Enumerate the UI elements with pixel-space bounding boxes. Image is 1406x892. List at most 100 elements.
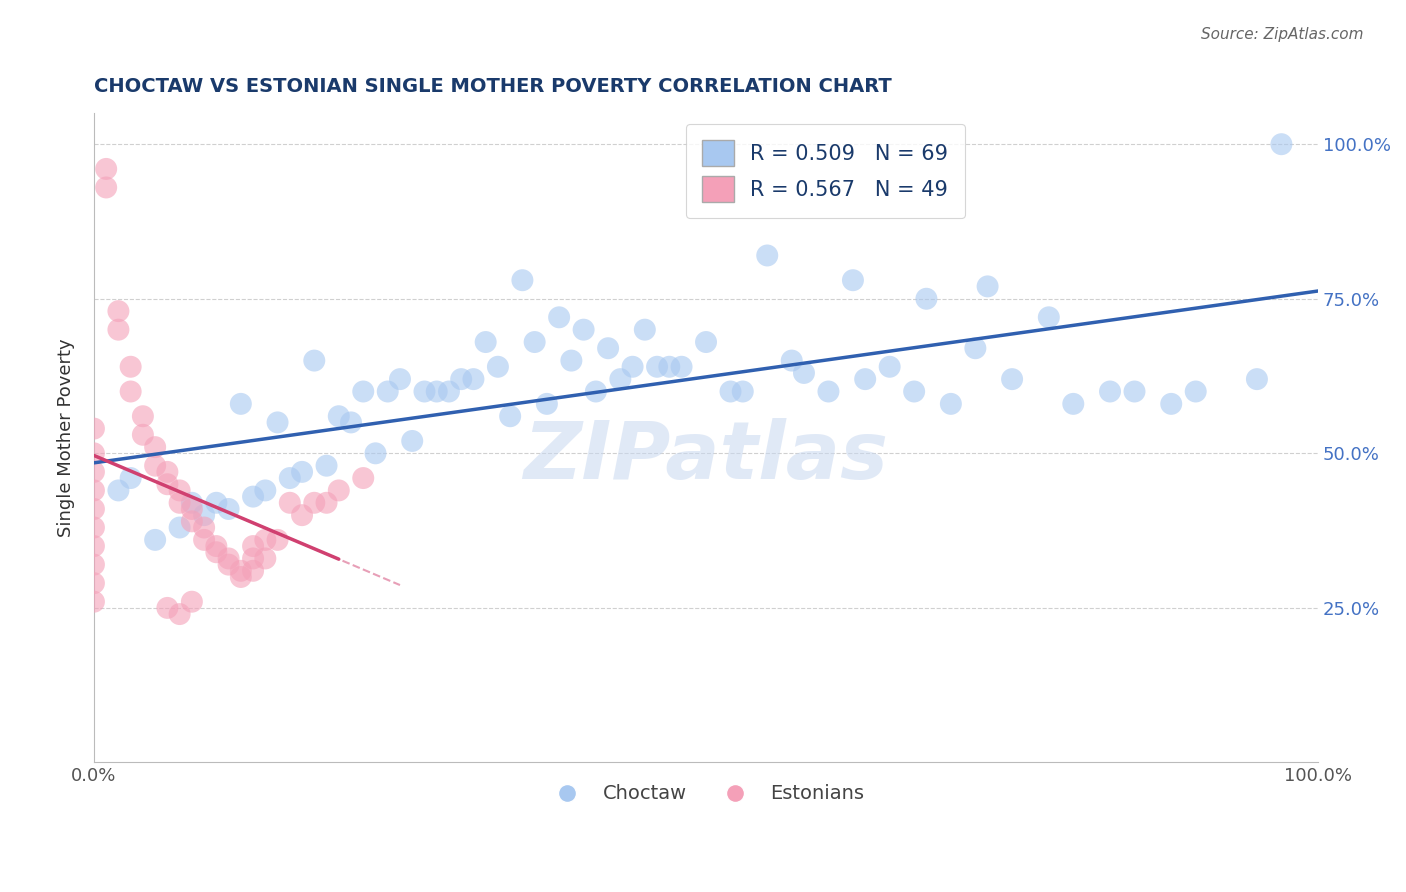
Point <box>218 551 240 566</box>
Point <box>96 161 118 176</box>
Point <box>132 409 155 424</box>
Point <box>83 465 105 479</box>
Point <box>229 397 252 411</box>
Point <box>156 465 179 479</box>
Point <box>83 502 105 516</box>
Point <box>143 533 166 547</box>
Point <box>254 483 277 498</box>
Point <box>83 446 105 460</box>
Point <box>609 372 631 386</box>
Text: ZIPatlas: ZIPatlas <box>523 418 889 496</box>
Text: Source: ZipAtlas.com: Source: ZipAtlas.com <box>1201 27 1364 42</box>
Point <box>645 359 668 374</box>
Point <box>180 502 202 516</box>
Point <box>328 483 350 498</box>
Point <box>315 458 337 473</box>
Point <box>364 446 387 460</box>
Point <box>291 465 314 479</box>
Point <box>1038 310 1060 325</box>
Point <box>1246 372 1268 386</box>
Point <box>205 496 228 510</box>
Point <box>83 520 105 534</box>
Point <box>1160 397 1182 411</box>
Point <box>229 570 252 584</box>
Point <box>205 545 228 559</box>
Point <box>572 323 595 337</box>
Point <box>107 323 129 337</box>
Point <box>793 366 815 380</box>
Point <box>304 496 326 510</box>
Point <box>474 334 496 349</box>
Point <box>1270 137 1292 152</box>
Point <box>377 384 399 399</box>
Point <box>242 539 264 553</box>
Point <box>523 334 546 349</box>
Point <box>328 409 350 424</box>
Point <box>695 334 717 349</box>
Point <box>536 397 558 411</box>
Point <box>304 353 326 368</box>
Point <box>266 533 288 547</box>
Point <box>548 310 571 325</box>
Point <box>585 384 607 399</box>
Point <box>83 595 105 609</box>
Point <box>1098 384 1121 399</box>
Point <box>486 359 509 374</box>
Point <box>132 427 155 442</box>
Point <box>242 490 264 504</box>
Point <box>120 471 142 485</box>
Point <box>83 421 105 435</box>
Point <box>120 384 142 399</box>
Point <box>180 595 202 609</box>
Point <box>218 558 240 572</box>
Point <box>463 372 485 386</box>
Point <box>278 471 301 485</box>
Point <box>450 372 472 386</box>
Point <box>180 496 202 510</box>
Point <box>120 359 142 374</box>
Point <box>598 341 620 355</box>
Point <box>720 384 742 399</box>
Legend: Choctaw, Estonians: Choctaw, Estonians <box>540 777 872 811</box>
Point <box>193 520 215 534</box>
Point <box>512 273 534 287</box>
Point <box>756 248 779 262</box>
Point <box>169 496 191 510</box>
Point <box>229 564 252 578</box>
Point <box>731 384 754 399</box>
Point <box>1062 397 1084 411</box>
Point <box>83 576 105 591</box>
Point <box>291 508 314 523</box>
Point <box>1001 372 1024 386</box>
Point <box>560 353 582 368</box>
Point <box>169 520 191 534</box>
Point <box>278 496 301 510</box>
Point <box>143 458 166 473</box>
Point <box>621 359 644 374</box>
Point <box>193 508 215 523</box>
Point <box>437 384 460 399</box>
Point <box>1184 384 1206 399</box>
Point <box>388 372 411 386</box>
Point <box>853 372 876 386</box>
Point <box>352 384 374 399</box>
Point <box>156 477 179 491</box>
Point <box>976 279 998 293</box>
Point <box>1123 384 1146 399</box>
Point <box>254 533 277 547</box>
Point <box>879 359 901 374</box>
Point <box>780 353 803 368</box>
Point <box>83 558 105 572</box>
Point <box>180 514 202 528</box>
Point <box>143 440 166 454</box>
Point <box>401 434 423 448</box>
Point <box>266 416 288 430</box>
Point <box>107 483 129 498</box>
Text: CHOCTAW VS ESTONIAN SINGLE MOTHER POVERTY CORRELATION CHART: CHOCTAW VS ESTONIAN SINGLE MOTHER POVERT… <box>94 78 891 96</box>
Point <box>83 539 105 553</box>
Y-axis label: Single Mother Poverty: Single Mother Poverty <box>58 339 75 537</box>
Point <box>315 496 337 510</box>
Point <box>83 483 105 498</box>
Point <box>413 384 436 399</box>
Point <box>915 292 938 306</box>
